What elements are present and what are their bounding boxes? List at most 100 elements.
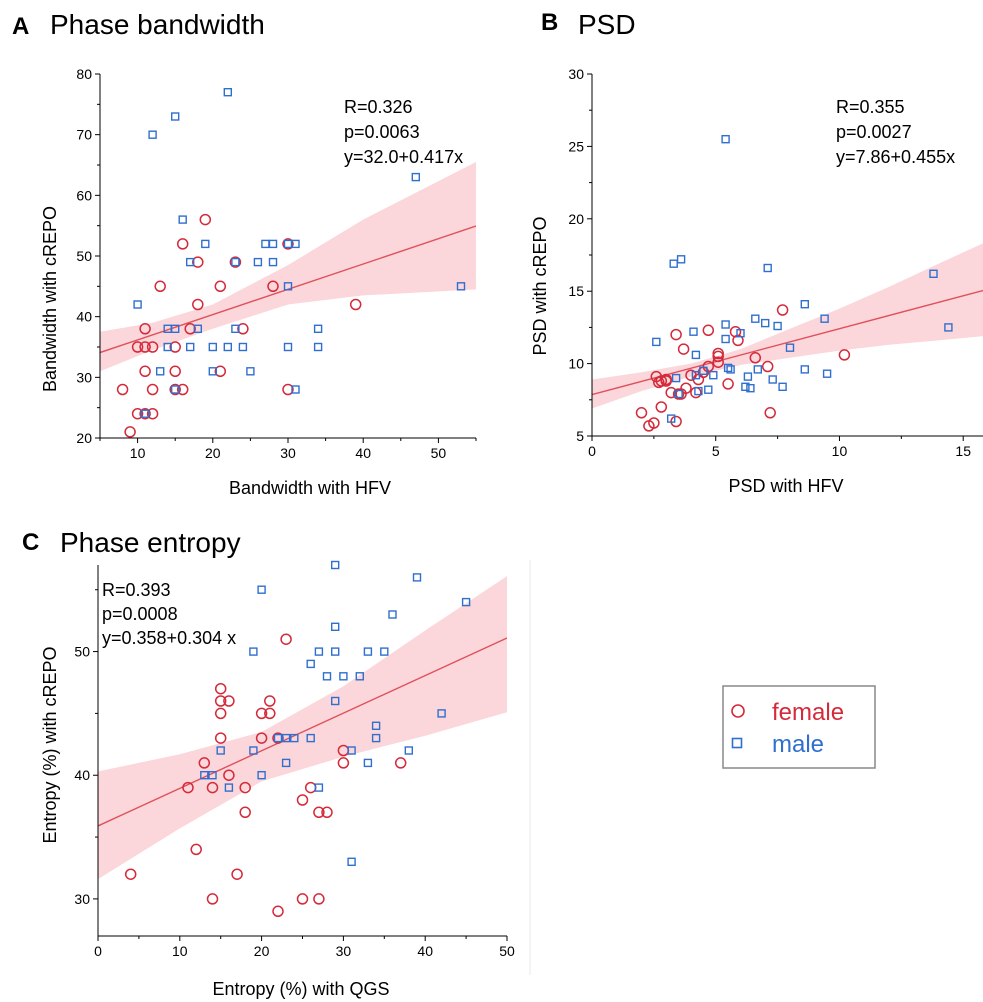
panel-a: A Phase bandwidth 10 20 30 40 50 20 30 40 50 60 70…: [12, 9, 477, 498]
panel-b-male-point: [761, 318, 770, 328]
panel-a-female-point: [139, 365, 151, 378]
panel-b-female-point: [660, 375, 672, 387]
panel-b-female-point: [722, 378, 734, 390]
panel-a-female-point: [139, 407, 151, 420]
panel-b-male-point: [778, 382, 787, 391]
panel-a-male-point: [193, 324, 203, 333]
panel-a-male-point: [238, 342, 248, 352]
panel-b-male-point: [768, 375, 777, 384]
legend-box: [722, 685, 876, 769]
panel-c-male-point: [461, 597, 471, 607]
panel-c-male-point: [281, 758, 291, 768]
panel-c-female-point: [313, 806, 325, 819]
panel-a-female-point: [282, 238, 294, 250]
panel-b-female-point: [838, 349, 851, 361]
panel-a-female-point: [169, 341, 181, 353]
panel-c-female-point: [206, 781, 219, 794]
panel-b-male-point: [763, 263, 772, 273]
panel-b-male-point: [691, 350, 701, 360]
panel-b-male-point: [800, 365, 809, 374]
panel-c-stat-eq: y=0.358+0.304 x: [102, 628, 236, 648]
panel-c-female-point: [206, 893, 219, 905]
panel-c-male-point: [347, 746, 356, 755]
panel-a-female-point: [131, 407, 144, 420]
panel-a-ci-band: [100, 162, 476, 372]
panel-b-y-tick-label: 15: [568, 283, 584, 299]
panel-b-x-tick-label: 5: [712, 443, 720, 459]
panel-b-female-point: [712, 356, 724, 368]
panel-c-female-point: [255, 732, 268, 744]
legend-male-label: male: [772, 731, 824, 758]
panel-c-female-point: [124, 868, 137, 880]
panel-b-male-point: [785, 343, 795, 352]
panel-c-male-point: [437, 709, 446, 718]
panel-a-male-point: [456, 282, 466, 291]
panel-c-female-point: [313, 893, 325, 905]
panel-b-letter: B: [541, 9, 558, 36]
panel-c-male-point: [281, 733, 291, 743]
panel-c-male-point: [249, 746, 258, 755]
panel-a-male-point: [313, 324, 323, 333]
panel-c-x-tick-label: 40: [417, 943, 433, 959]
panel-a-ylabel: Bandwidth with cREPO: [40, 206, 60, 392]
panel-c-title: Phase entropy: [60, 527, 241, 558]
panel-a-male-point: [291, 385, 300, 394]
panel-b-stat-r: R=0.355: [836, 97, 905, 117]
panel-b-female-point: [712, 350, 724, 363]
panel-b-x-tick-label: 10: [832, 443, 848, 459]
panel-c-male-point: [322, 672, 332, 681]
panel-c-female-point: [239, 781, 251, 794]
panel-b-stat-p: p=0.0027: [836, 122, 912, 142]
panel-a-male-point: [155, 367, 165, 376]
panel-b-female-point: [677, 343, 690, 355]
panel-a-female-point: [154, 280, 166, 293]
panel-b-female-point: [655, 375, 668, 387]
panel-b-female-point: [761, 360, 774, 373]
panel-c-stat-r: R=0.393: [102, 580, 171, 600]
panel-a-female-point: [169, 383, 181, 396]
panel-a-female-point: [176, 383, 189, 396]
panel-a-y-tick-label: 60: [76, 187, 92, 203]
panel-a-male-point: [185, 257, 195, 267]
panel-c-male-point: [273, 733, 283, 743]
panel-a-stat-eq: y=32.0+0.417x: [344, 147, 463, 167]
panel-a-male-point: [411, 172, 420, 182]
panel-a-female-point: [267, 280, 279, 293]
panel-c-female-point: [264, 707, 276, 720]
panel-c-female-point: [280, 633, 292, 645]
panel-a-male-point: [283, 239, 293, 249]
panel-b-male-point: [741, 382, 750, 391]
panel-b-female-point: [732, 334, 744, 347]
panel-a-female-point: [184, 323, 196, 335]
panel-c-male-point: [257, 585, 266, 594]
panel-a-male-point: [231, 324, 240, 333]
panel-c-female-point: [394, 757, 407, 769]
panel-a-female-point: [214, 280, 227, 293]
panel-c-stat-p: p=0.0008: [102, 604, 178, 624]
panel-b-male-point: [743, 372, 753, 381]
panel-b-male-point: [944, 323, 953, 332]
panel-c-x-tick-label: 30: [336, 943, 352, 959]
panel-a-y-tick-label: 30: [76, 369, 92, 385]
panel-a-female-point: [131, 341, 144, 353]
panel-a-x-tick-label: 40: [355, 445, 371, 461]
panel-c-male-point: [257, 771, 266, 780]
panel-b-male-point: [746, 384, 755, 393]
panel-c-male-point: [208, 771, 217, 780]
panel-b-ylabel: PSD with cREPO: [530, 216, 550, 355]
panel-c-male-point: [355, 672, 364, 681]
panel-a-female-point: [146, 383, 159, 396]
panel-c-y-tick-label: 50: [74, 644, 90, 660]
panel-a-y-tick-label: 40: [76, 309, 92, 325]
panel-b-female-point: [749, 352, 762, 364]
panel-b-male-point: [721, 134, 730, 144]
panel-a-x-tick-label: 20: [205, 445, 221, 461]
panel-b-female-point: [776, 304, 789, 316]
panel-b-female-point: [670, 328, 682, 341]
panel-b-male-point: [671, 373, 681, 383]
panel-a-female-point: [192, 298, 204, 311]
panel-b-female-point: [764, 407, 776, 419]
panel-c-male-point: [363, 647, 373, 656]
